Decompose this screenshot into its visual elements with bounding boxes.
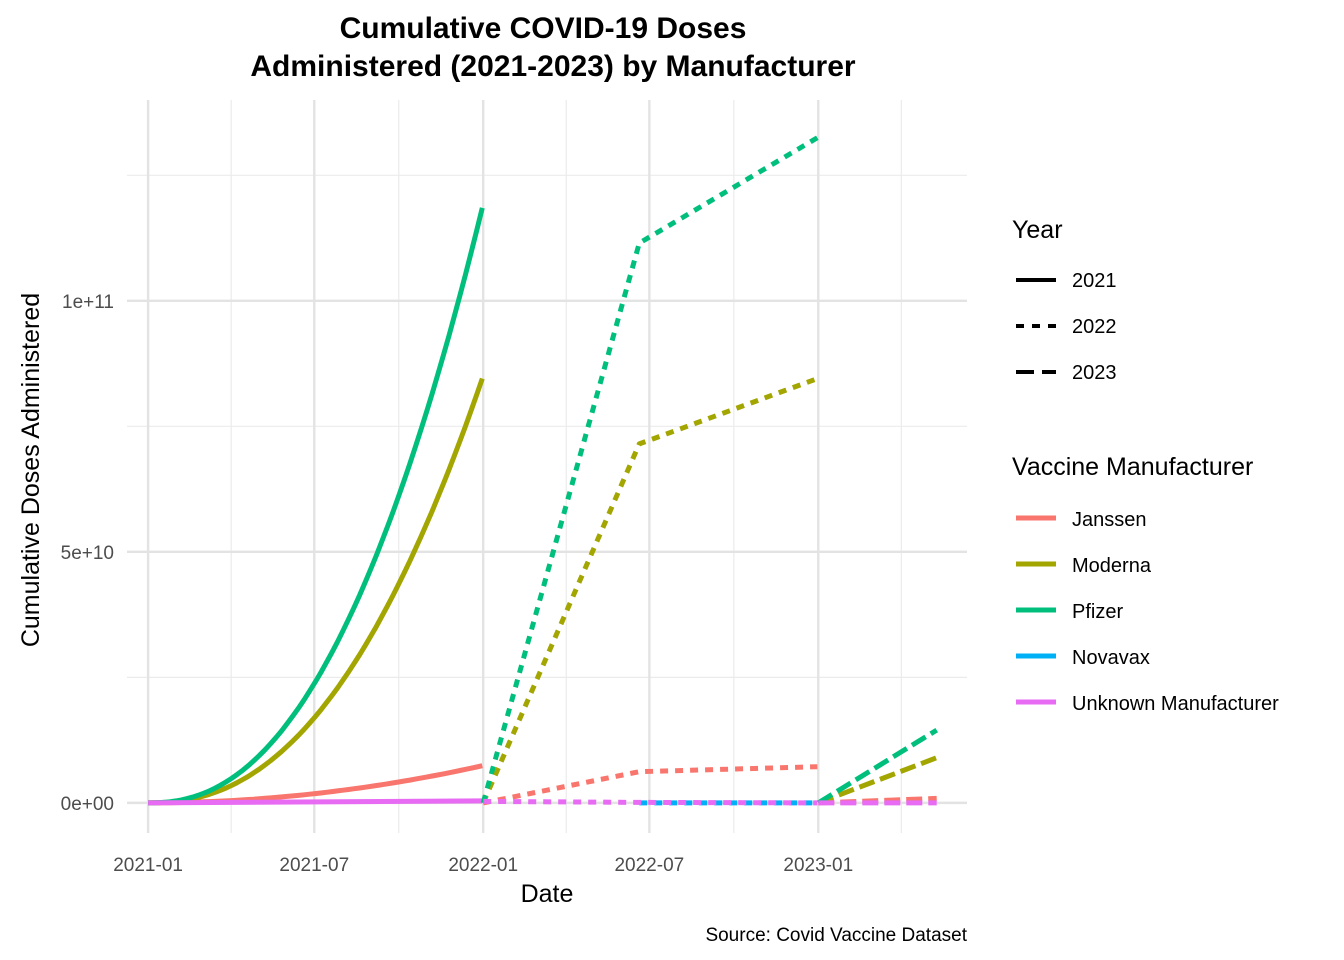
legend-manufacturer-label: Janssen [1072, 509, 1147, 531]
series-moderna-2021 [148, 377, 485, 806]
legend-year-title: Year [1012, 216, 1063, 244]
x-tick-label: 2021-07 [279, 855, 349, 876]
series-pfizer-2023 [816, 727, 939, 806]
x-tick-label: 2021-01 [113, 855, 183, 876]
x-tick-label: 2023-01 [783, 855, 853, 876]
series-moderna-2022 [480, 376, 819, 804]
y-axis-title: Cumulative Doses Administered [17, 293, 45, 647]
y-tick-label: 0e+00 [61, 794, 114, 815]
series-janssen-2022 [482, 764, 818, 806]
y-tick-label: 5e+10 [61, 543, 114, 564]
x-tick-label: 2022-01 [448, 855, 518, 876]
legend-manufacturer-title: Vaccine Manufacturer [1012, 453, 1253, 481]
legend-manufacturer-label: Novavax [1072, 647, 1150, 669]
x-tick-label: 2022-07 [614, 855, 684, 876]
legend-manufacturer-label: Pfizer [1072, 601, 1123, 623]
chart-title-line-2: Administered (2021-2023) by Manufacturer [250, 50, 856, 83]
grid-minor [127, 100, 967, 833]
caption: Source: Covid Vaccine Dataset [705, 925, 967, 946]
y-tick-label: 1e+11 [62, 292, 114, 313]
grid-major [127, 100, 967, 833]
legend-year: Year 2021 2022 2023 [1012, 216, 1117, 384]
series-layer [148, 135, 939, 806]
legend-manufacturer: Vaccine Manufacturer Janssen Moderna Pfi… [1012, 453, 1279, 715]
x-axis-title: Date [521, 880, 574, 908]
legend-year-label: 2021 [1072, 270, 1117, 292]
legend-year-label: 2022 [1072, 316, 1117, 338]
series-unknown-manufacturer-2022 [483, 798, 818, 806]
chart-title-line-1: Cumulative COVID-19 Doses [340, 12, 747, 45]
y-axis-ticks: 0e+00 5e+10 1e+11 [61, 292, 114, 815]
x-axis-ticks: 2021-01 2021-07 2022-01 2022-07 2023-01 [113, 855, 853, 876]
legend-manufacturer-label: Moderna [1072, 555, 1152, 577]
series-pfizer-2021 [148, 207, 485, 806]
legend-year-label: 2023 [1072, 362, 1117, 384]
series-unknown-manufacturer-2021 [148, 798, 483, 806]
plot-area [127, 100, 967, 833]
legend-manufacturer-label: Unknown Manufacturer [1072, 693, 1279, 715]
